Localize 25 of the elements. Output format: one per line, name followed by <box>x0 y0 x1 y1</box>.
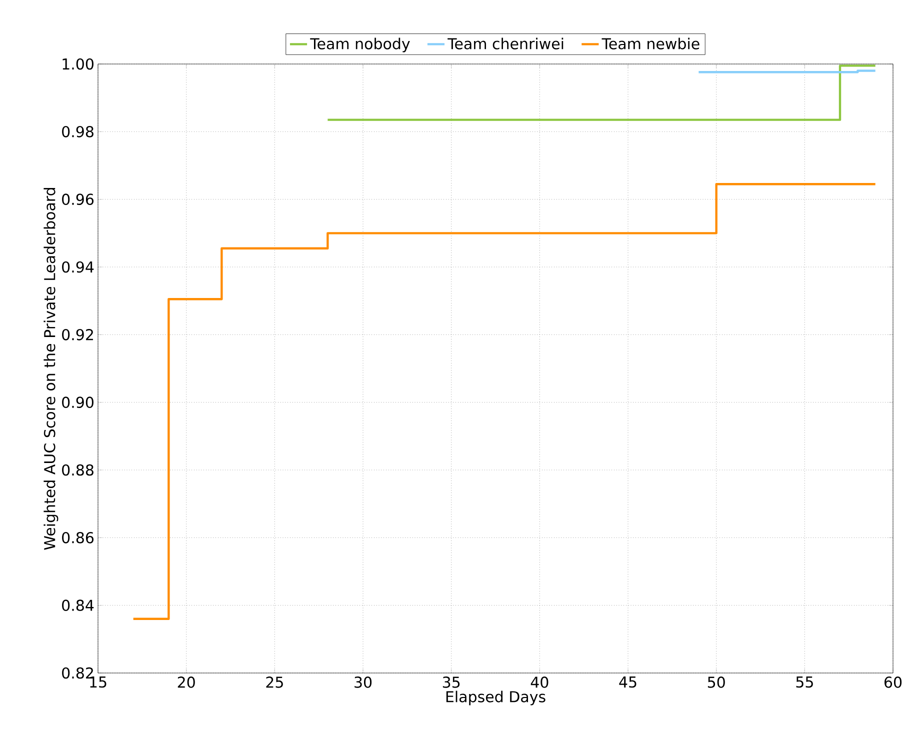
y-tick-label: 0.94 <box>62 261 94 273</box>
x-tick-label: 55 <box>796 676 813 688</box>
y-tick-label: 0.84 <box>62 600 94 612</box>
legend-label: Team nobody <box>310 38 410 52</box>
y-tick-label: 0.92 <box>62 328 93 340</box>
y-tick-label: 0.96 <box>62 194 94 206</box>
y-tick-label: 0.82 <box>62 667 93 679</box>
y-tick-label: 1.00 <box>62 58 94 70</box>
y-axis-title: Weighted AUC Score on the Private Leaderboard <box>44 188 58 550</box>
x-tick-label: 50 <box>708 676 725 688</box>
x-tick-label: 30 <box>354 676 372 688</box>
x-tick-label: 15 <box>90 676 106 688</box>
y-tick-label: 0.86 <box>62 532 94 544</box>
y-tick-label: 0.88 <box>62 464 94 476</box>
x-tick-label: 40 <box>530 676 548 688</box>
y-tick-label: 0.90 <box>62 396 94 408</box>
x-tick-label: 45 <box>619 676 636 688</box>
x-axis-title: Elapsed Days <box>446 690 546 706</box>
legend-label: Team chenriwei <box>448 38 564 50</box>
legend-label: Team newbie <box>602 38 700 50</box>
y-tick-label: 0.98 <box>62 126 94 138</box>
x-tick-label: 25 <box>266 676 283 688</box>
x-tick-label: 20 <box>178 676 195 688</box>
x-tick-label: 35 <box>442 676 460 688</box>
x-tick-label: 60 <box>884 676 902 688</box>
